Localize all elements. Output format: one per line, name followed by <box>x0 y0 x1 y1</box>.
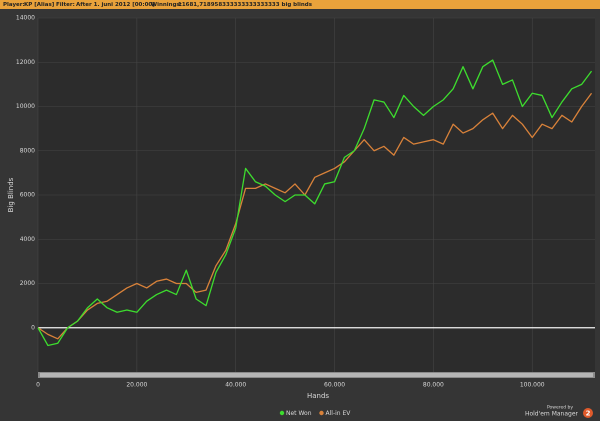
brand-badge <box>583 408 593 418</box>
x-tick-label: 0 <box>36 382 40 389</box>
header-bar <box>0 0 600 9</box>
legend-label: Net Won <box>286 410 312 417</box>
brand: Hold'em Manager <box>525 411 579 418</box>
y-tick-label: 10000 <box>16 103 35 110</box>
x-tick-label: 60.000 <box>324 382 345 389</box>
filter: After 1. juni 2012 [00:00] <box>76 2 155 8</box>
series-line <box>37 59 593 347</box>
x-tick-label: 100.000 <box>520 382 545 389</box>
y-tick-label: 6000 <box>20 192 35 199</box>
player: KP [Alias] <box>24 2 55 8</box>
legend-label: All-in EV <box>326 410 352 417</box>
filter-label: Filter: <box>56 2 75 8</box>
legend-marker <box>279 410 285 416</box>
winnings: 11681,718958333333333333333 big blinds <box>178 2 313 8</box>
legend-marker <box>319 410 324 416</box>
y-tick-label: 4000 <box>20 236 35 243</box>
player-label: Player: <box>3 2 25 8</box>
y-tick-label: 14000 <box>16 15 35 22</box>
powered-by: Powered by <box>547 405 573 411</box>
y-tick-label: 12000 <box>16 59 35 66</box>
winnings-label: Winnings: <box>151 2 182 8</box>
series-line <box>37 92 593 340</box>
brand-version: 2 <box>586 410 591 418</box>
x-tick-label: 20.000 <box>126 382 147 389</box>
y-tick-label: 0 <box>31 324 35 331</box>
y-tick-label: 8000 <box>20 147 35 154</box>
x-tick-label: 80.000 <box>423 382 444 389</box>
x-axis-label: Hands <box>307 392 329 400</box>
x-tick-label: 40.000 <box>225 382 246 389</box>
header: Player: KP [Alias] Filter: After 1. juni… <box>3 2 313 8</box>
y-axis-label: Big Blinds <box>7 177 15 212</box>
y-tick-label: 2000 <box>20 280 35 287</box>
scrollbar-thumb[interactable] <box>40 373 593 377</box>
